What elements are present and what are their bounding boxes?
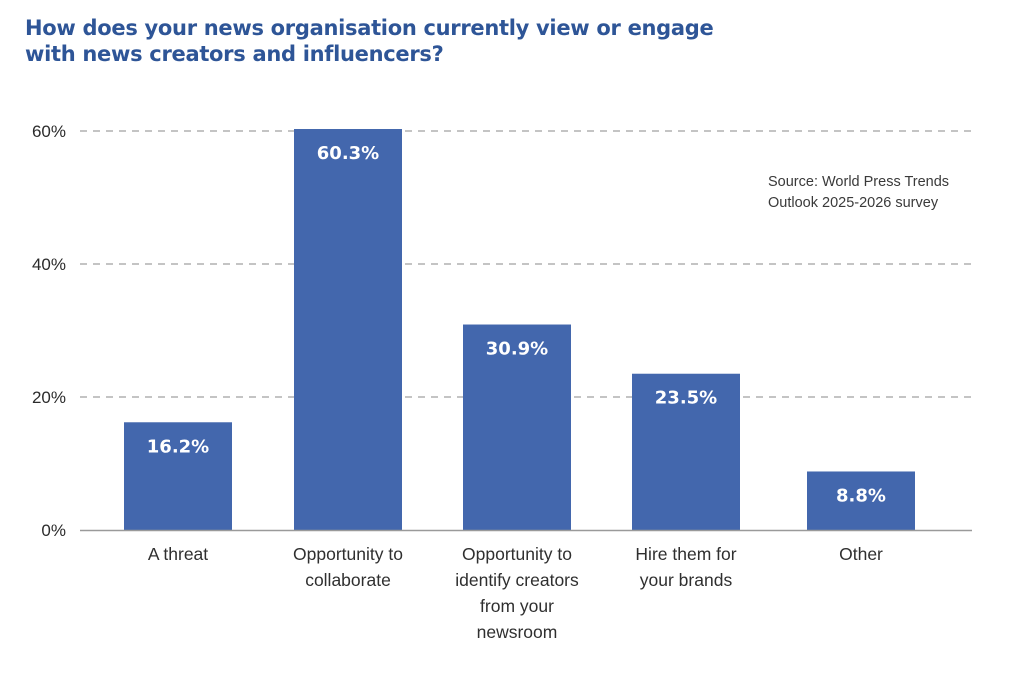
x-category-label-line: newsroom (477, 622, 558, 642)
x-category-label: Opportunity to identify creators from your… (455, 544, 579, 642)
bar (124, 422, 232, 530)
x-category-label-line: Opportunity to (293, 544, 403, 564)
source-note-line-2: Outlook 2025-2026 survey (768, 195, 939, 211)
bar-group: 16.2% (124, 422, 232, 530)
bar-value-label: 23.5% (655, 388, 717, 409)
chart-title-line-2: with news creators and influencers? (25, 42, 444, 66)
source-note: Source: World Press Trends Outlook 2025-… (768, 172, 949, 214)
bars: 16.2% 60.3% 30.9% 23.5% 8.8% (124, 129, 915, 530)
source-note-line-1: Source: World Press Trends (768, 174, 950, 190)
y-axis-ticks: 0% 20% 40% 60% (32, 122, 66, 540)
chart-title-line-1: How does your news organisation currentl… (25, 16, 714, 40)
x-category-label: A threat (148, 544, 208, 564)
bar-group: 30.9% (463, 324, 571, 530)
x-axis-category-labels: A threat Opportunity to collaborateOpportu… (148, 544, 883, 642)
x-category-label-line: from your (480, 596, 554, 616)
bar-group: 8.8% (807, 471, 915, 530)
bar (294, 129, 402, 530)
x-category-label-line: your brands (640, 570, 733, 590)
bar-value-label: 16.2% (147, 436, 209, 457)
x-category-label-line: collaborate (305, 570, 391, 590)
chart-title: How does your news organisation currentl… (25, 15, 714, 67)
x-category-label: Opportunity to collaborate (293, 544, 403, 590)
y-tick-label: 40% (32, 255, 66, 274)
x-category-label-line: Opportunity to (462, 544, 572, 564)
y-tick-label: 0% (41, 521, 66, 540)
bar-value-label: 8.8% (836, 485, 886, 506)
bar-value-label: 30.9% (486, 339, 548, 360)
bar-value-label: 60.3% (317, 143, 379, 164)
bar-group: 60.3% (294, 129, 402, 530)
x-category-label-line: Other (839, 544, 883, 564)
bar (463, 324, 571, 530)
y-tick-label: 20% (32, 388, 66, 407)
bar (632, 373, 740, 530)
x-category-label-line: A threat (148, 544, 208, 564)
x-category-label-line: Hire them for (635, 544, 736, 564)
x-category-label: Other (839, 544, 883, 564)
y-tick-label: 60% (32, 122, 66, 141)
x-category-label-line: identify creators (455, 570, 579, 590)
x-category-label: Hire them for your brands (635, 544, 736, 590)
bar-group: 23.5% (632, 373, 740, 530)
bar (807, 471, 915, 530)
